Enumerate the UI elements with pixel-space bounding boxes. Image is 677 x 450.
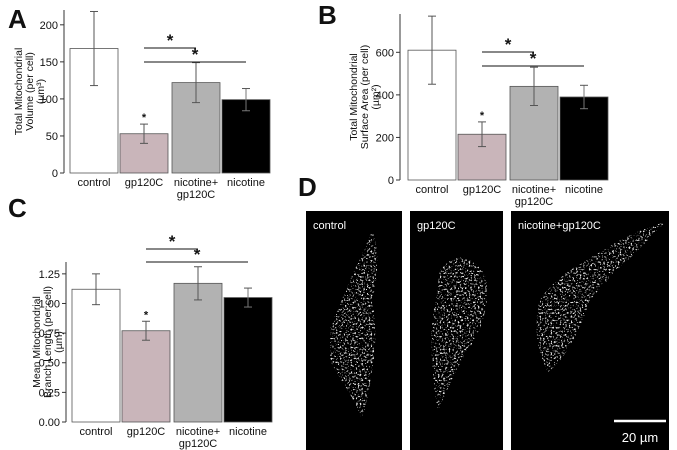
y-axis-label: (µm) [53, 331, 65, 353]
micrograph-control: control [306, 211, 402, 450]
category-label: gp120C [179, 438, 218, 450]
y-tick-label: 200 [40, 20, 58, 32]
y-tick-label: 150 [40, 57, 58, 69]
panel-B: B 0 200 400 600 Total Mitochondrial Surface Ar… [318, 0, 609, 208]
scale-bar-label: 20 µm [622, 430, 658, 445]
significance-star: * [194, 245, 201, 264]
y-tick-label: 0.25 [39, 387, 60, 399]
significance-star: * [167, 31, 174, 50]
category-label: nicotine [229, 426, 267, 438]
category-label: nicotine+ [176, 426, 220, 438]
y-axis-label: Total Mitochondrial [348, 53, 360, 141]
y-tick-label: 200 [376, 132, 394, 144]
bar-control [71, 288, 121, 423]
bar-nicotine-gp120C [173, 282, 223, 423]
y-tick-label: 100 [40, 94, 58, 106]
significance-star-small: * [480, 110, 485, 122]
category-label: nicotine [565, 184, 603, 196]
y-axis-label: Total Mitochondrial [13, 48, 25, 136]
y-axis-label: Branch Length (per cell) [42, 286, 54, 398]
significance-star: * [192, 45, 199, 64]
category-label: gp120C [125, 177, 164, 189]
significance-star: * [530, 49, 537, 68]
bar-gp120C [121, 330, 171, 423]
mitochondria-network [330, 230, 378, 420]
y-tick-label: 600 [376, 47, 394, 59]
micrograph-background [511, 211, 669, 450]
y-axis-label: Surface Area (per cell) [359, 45, 371, 149]
significance-star: * [169, 232, 176, 251]
bar-nicotine [559, 96, 609, 181]
y-tick-label: 0 [388, 175, 394, 187]
micrograph-label: gp120C [417, 220, 456, 232]
y-tick-label: 1.25 [39, 269, 60, 281]
mitochondria-network [431, 257, 488, 410]
category-label: nicotine+ [174, 177, 218, 189]
micrograph-nicotine-gp120C: nicotine+gp120C [511, 211, 669, 450]
micrograph-label: control [313, 220, 346, 232]
panel-C: C 0.00 0.25 0.50 0.75 1.00 1.25 Mean Mitochondr… [8, 193, 273, 450]
category-label: control [415, 184, 448, 196]
category-label: nicotine [227, 177, 265, 189]
significance-star-small: * [144, 309, 149, 321]
y-tick-label: 400 [376, 90, 394, 102]
category-label: gp120C [463, 184, 502, 196]
panel-letter: C [8, 193, 27, 223]
y-tick-label: 1.00 [39, 298, 60, 310]
category-label: control [77, 177, 110, 189]
bar-nicotine [223, 297, 273, 423]
panel-letter: D [298, 172, 317, 202]
panel-letter: B [318, 0, 337, 30]
mitochondria-network [536, 222, 665, 372]
category-label: gp120C [177, 189, 216, 201]
significance-star-small: * [142, 112, 147, 124]
y-tick-label: 0.50 [39, 358, 60, 370]
y-axis-label: (µm³) [35, 79, 47, 104]
category-label: nicotine+ [512, 184, 556, 196]
bar-nicotine [221, 99, 271, 174]
panel-A: A 0 50 100 150 200 Total Mitochondrial Volume (… [8, 4, 271, 201]
panel-letter: A [8, 4, 27, 34]
y-axis-label: (µm²) [370, 84, 382, 109]
category-label: gp120C [127, 426, 166, 438]
y-axis-label: Volume (per cell) [24, 52, 36, 131]
y-axis-label: Mean Mitochondrial [31, 296, 43, 388]
category-label: control [79, 426, 112, 438]
y-tick-label: 0.75 [39, 328, 60, 340]
y-tick-label: 0.00 [39, 417, 60, 429]
y-tick-label: 0 [52, 168, 58, 180]
micrograph-gp120C: gp120C [410, 211, 503, 450]
y-tick-label: 50 [46, 131, 58, 143]
category-label: gp120C [515, 196, 554, 208]
micrograph-label: nicotine+gp120C [518, 220, 601, 232]
significance-star: * [505, 35, 512, 54]
